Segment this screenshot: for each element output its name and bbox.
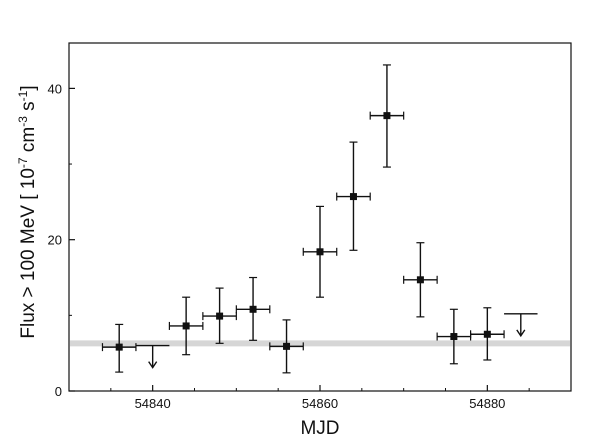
square-marker xyxy=(182,322,190,330)
data-point xyxy=(168,296,204,356)
square-marker xyxy=(283,342,291,350)
upper-limit xyxy=(135,344,170,369)
square-marker xyxy=(450,333,458,341)
square-marker xyxy=(416,276,424,284)
data-point xyxy=(403,242,438,318)
y-tick-label: 0 xyxy=(55,384,62,399)
square-marker xyxy=(349,193,357,201)
square-marker xyxy=(216,312,224,320)
y-tick-label: 20 xyxy=(48,233,62,248)
upper-limits xyxy=(135,313,538,369)
square-marker xyxy=(249,305,257,313)
data-point xyxy=(202,287,237,344)
data-point xyxy=(269,319,304,374)
square-marker xyxy=(115,343,123,351)
data-point xyxy=(235,276,271,341)
y-tick-label: 40 xyxy=(48,81,62,96)
data-point xyxy=(470,307,505,361)
data-point xyxy=(302,205,338,298)
x-tick-label: 54860 xyxy=(302,396,338,411)
square-marker xyxy=(316,248,324,256)
y-axis-ticks: 0 20 40 xyxy=(48,81,75,399)
data-points xyxy=(101,64,505,374)
y-axis-label: Flux > 100 MeV [ 10-7 cm-3 s-1] xyxy=(16,85,39,338)
data-point xyxy=(369,64,405,168)
x-axis-label: MJD xyxy=(300,418,339,439)
upper-limit xyxy=(504,313,538,338)
x-tick-label: 54840 xyxy=(135,396,171,411)
x-tick-label: 54880 xyxy=(469,396,505,411)
data-point xyxy=(101,323,137,373)
square-marker xyxy=(383,112,391,120)
arrow-head xyxy=(148,361,158,369)
arrow-head xyxy=(516,329,526,338)
square-marker xyxy=(483,330,491,338)
data-point xyxy=(336,141,371,251)
x-axis-ticks: 54840 54860 54880 xyxy=(110,385,530,411)
data-point xyxy=(436,308,472,365)
